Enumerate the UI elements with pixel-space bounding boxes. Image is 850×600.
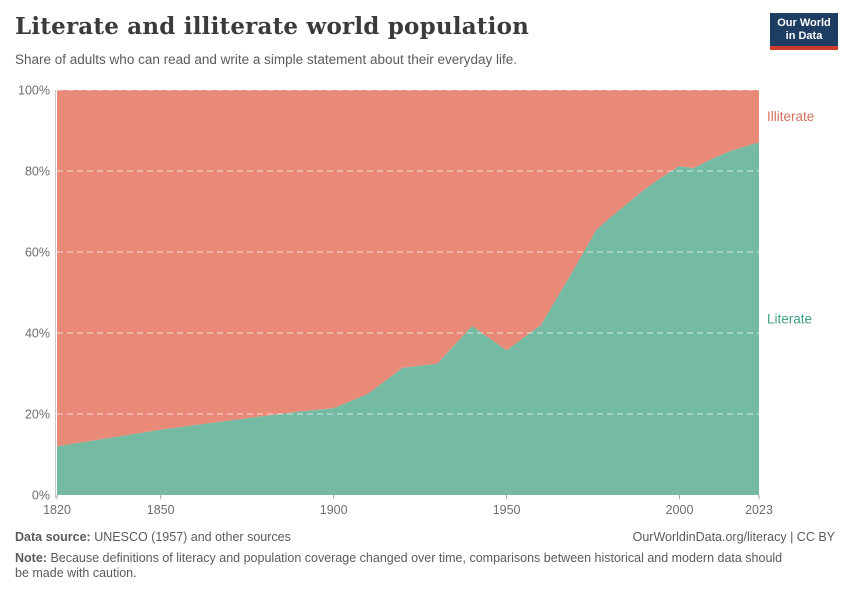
- owid-logo-line2: in Data: [785, 30, 823, 42]
- note-text: Because definitions of literacy and popu…: [15, 551, 783, 581]
- area-illiterate[interactable]: [57, 90, 759, 447]
- data-source-label: Data source:: [15, 530, 91, 544]
- data-source: Data source: UNESCO (1957) and other sou…: [15, 530, 291, 544]
- y-tick-label-0: 0%: [32, 489, 50, 503]
- attribution-link[interactable]: OurWorldinData.org/literacy | CC BY: [632, 530, 835, 544]
- x-tick-label-2000: 2000: [666, 503, 694, 517]
- owid-logo[interactable]: Our World in Data: [770, 13, 838, 50]
- x-tick-label-1950: 1950: [493, 503, 521, 517]
- y-tick-label-60: 60%: [25, 246, 50, 260]
- x-tick-label-1850: 1850: [147, 503, 175, 517]
- stacked-area-chart: 0% 20% 40% 60% 80% 100% 1820 1850 1900 1950 2000 20…: [18, 85, 814, 517]
- series-label-literate: Literate: [767, 311, 812, 326]
- x-tick-label-2023: 2023: [745, 503, 773, 517]
- chart-note: Note: Because definitions of literacy an…: [15, 551, 790, 582]
- area-literate[interactable]: [57, 142, 759, 495]
- x-tick-label-1900: 1900: [320, 503, 348, 517]
- data-source-text: UNESCO (1957) and other sources: [94, 530, 291, 544]
- y-tick-label-100: 100%: [18, 85, 50, 98]
- chart-subtitle: Share of adults who can read and write a…: [15, 52, 518, 67]
- x-tick-label-1820: 1820: [43, 503, 71, 517]
- y-tick-label-20: 20%: [25, 408, 50, 422]
- note-label: Note:: [15, 551, 47, 565]
- series-label-illiterate: Illiterate: [767, 109, 814, 124]
- chart-footer: Data source: UNESCO (1957) and other sou…: [15, 530, 835, 582]
- y-tick-label-40: 40%: [25, 327, 50, 341]
- page-title: Literate and illiterate world population: [15, 13, 530, 40]
- chart-header: Literate and illiterate world population…: [0, 0, 850, 80]
- owid-logo-line1: Our World: [777, 17, 831, 29]
- y-tick-label-80: 80%: [25, 165, 50, 179]
